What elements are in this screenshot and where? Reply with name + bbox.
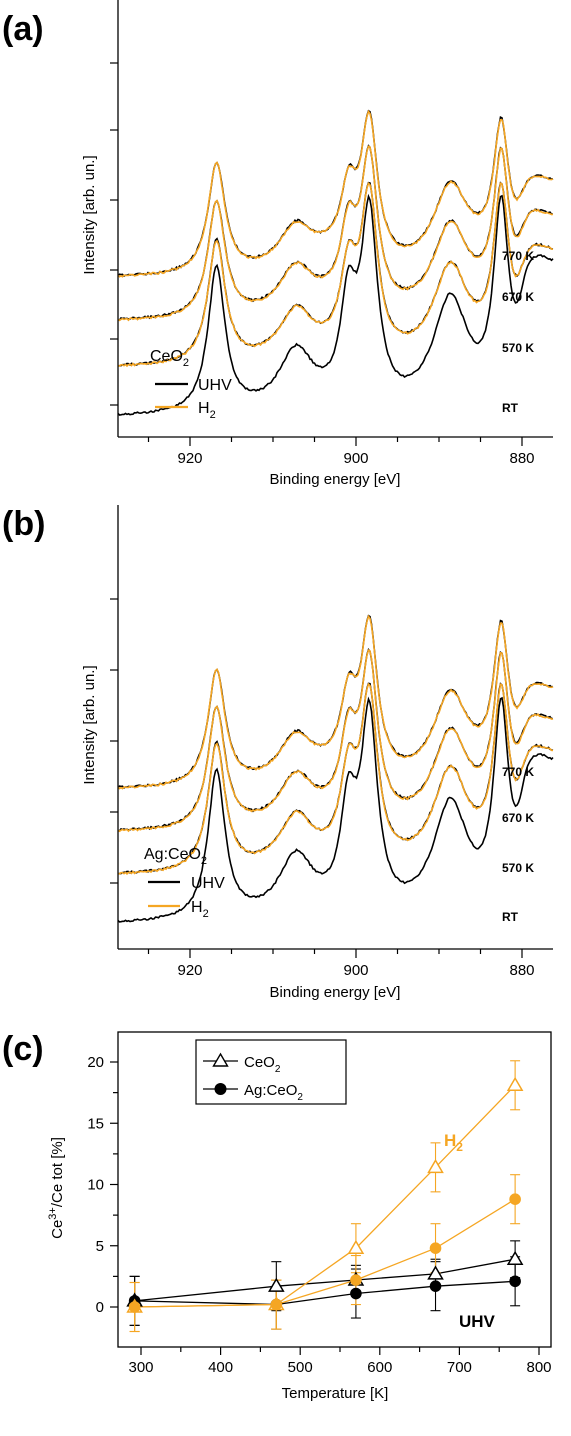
panel-a-temp-770: 770 K [502, 249, 534, 263]
panel-c-point-agceo2-uhv-570 [350, 1287, 362, 1300]
panel-b-label: (b) [2, 505, 45, 543]
panel-c-legend-ceo2-marker [212, 1052, 229, 1067]
panel-a-spectrum-770-uhv [117, 109, 554, 278]
panel-c-point-agceo2-h2-292 [128, 1301, 141, 1313]
panel-c-ytick-5: 5 [96, 1238, 104, 1255]
panel-c-line-ceo2-h2 [134, 1084, 516, 1308]
panel-c-ytick-0: 0 [96, 1299, 104, 1316]
panel-a-legend-uhv: UHV [198, 377, 232, 394]
panel-c-point-agceo2-h2-570 [350, 1274, 362, 1286]
panel-c-ytick-10: 10 [87, 1177, 104, 1194]
panel-b-y-ticks [110, 598, 118, 884]
panel-a-temp-670: 670 K [502, 290, 534, 304]
panel-b-spectrum-770-h2 [117, 614, 554, 790]
panel-b-temp-670: 670 K [502, 811, 534, 825]
panel-b-temp-770: 770 K [502, 765, 534, 779]
panel-b-spectra [117, 614, 554, 923]
panel-a-legend-h2: H2 [198, 400, 216, 421]
panel-a-y-ticks [110, 62, 118, 406]
panel-b-legend-title: Ag:CeO2 [144, 846, 207, 867]
panel-c-point-agceo2-uhv-770 [509, 1275, 521, 1288]
panel-b-temp-rt: RT [502, 910, 519, 924]
panel-a-spectrum-570-h2 [117, 181, 554, 368]
panel-a-spectrum-rt-uhv [117, 193, 554, 416]
panel-b-xtick-880: 880 [509, 962, 534, 979]
panel-c-point-agceo2-uhv-670 [429, 1280, 442, 1292]
panel-b-temp-570: 570 K [502, 861, 534, 875]
panel-c-xtick-700: 700 [447, 1359, 472, 1376]
panel-c-data [126, 1060, 524, 1333]
panel-c-point-agceo2-h2-470 [270, 1298, 283, 1311]
panel-c-ticks: 300 400 500 600 700 800 0 5 10 15 20 [87, 1054, 551, 1376]
panel-a-label: (a) [2, 10, 44, 48]
panel-a-spectrum-770-h2 [117, 109, 554, 278]
panel-a-xlabel: Binding energy [eV] [270, 471, 401, 488]
panel-a-spectrum-570-uhv [117, 181, 554, 367]
panel-c-ylabel: Ce3+/Ce tot [%] [47, 1137, 66, 1239]
panel-c-point-agceo2-h2-670 [429, 1242, 442, 1254]
panel-a-spectrum-670-uhv [117, 144, 553, 321]
panel-c-ytick-15: 15 [87, 1115, 104, 1132]
panel-c-line-ceo2-uhv [134, 1258, 516, 1302]
panel-b-x-ticks [147, 949, 523, 958]
panel-c-point-ceo2-uhv-670 [427, 1265, 444, 1280]
panel-a-ylabel: Intensity [arb. un.] [81, 155, 98, 274]
panel-b-xtick-920: 920 [177, 962, 202, 979]
panel-a: (a) 920 900 880 Binding energy [eV] Inte… [2, 0, 554, 488]
panel-b-legend: Ag:CeO2 UHV H2 [144, 846, 225, 920]
panel-c-xtick-500: 500 [288, 1359, 313, 1376]
panel-c-point-ceo2-h2-570 [347, 1239, 365, 1254]
panel-c-point-agceo2-h2-770 [509, 1193, 521, 1205]
panel-c-ytick-20: 20 [87, 1054, 104, 1071]
panel-c-line-agceo2-uhv [134, 1280, 516, 1306]
panel-a-temp-rt: RT [502, 401, 519, 415]
panel-b-spectrum-rt-uhv [117, 696, 554, 923]
panel-c-legend: CeO2 Ag:CeO2 [195, 1039, 347, 1105]
panel-c-point-ceo2-uhv-770 [506, 1250, 524, 1265]
panel-b-spectrum-670-h2 [117, 649, 554, 833]
panel-c-xtick-400: 400 [208, 1359, 233, 1376]
panel-a-xtick-920: 920 [177, 450, 202, 467]
panel-c-xtick-600: 600 [367, 1359, 392, 1376]
panel-b-legend-h2: H2 [191, 899, 209, 920]
panel-c: (c) 300 400 500 600 700 800 0 5 10 15 20 Temperatu… [2, 1030, 552, 1402]
panel-b-xlabel: Binding energy [eV] [270, 984, 401, 1001]
panel-c-annotation-uhv: UHV [459, 1312, 496, 1331]
panel-c-legend-agceo2: Ag:CeO2 [244, 1082, 303, 1103]
panel-c-line-agceo2-h2 [134, 1198, 516, 1308]
panel-a-xtick-880: 880 [509, 450, 534, 467]
panel-a-legend: CeO2 UHV H2 [150, 348, 232, 421]
panel-c-point-ceo2-h2-770 [506, 1076, 524, 1092]
panel-b-spectrum-770-uhv [117, 614, 554, 789]
panel-a-spectra [117, 109, 554, 416]
panel-c-point-ceo2-h2-670 [427, 1158, 444, 1174]
panel-c-label: (c) [2, 1030, 44, 1068]
panel-a-legend-title: CeO2 [150, 348, 189, 369]
panel-c-legend-ceo2: CeO2 [244, 1054, 281, 1075]
panel-b-legend-uhv: UHV [191, 875, 225, 892]
panel-c-xtick-800: 800 [526, 1359, 551, 1376]
panel-c-xlabel: Temperature [K] [282, 1385, 389, 1402]
panel-a-x-ticks [147, 437, 523, 446]
panel-c-point-ceo2-uhv-470 [268, 1277, 285, 1292]
panel-a-temp-570: 570 K [502, 341, 534, 355]
panel-c-xtick-300: 300 [128, 1359, 153, 1376]
panel-c-frame [117, 1031, 552, 1348]
panel-b-spectrum-570-h2 [117, 682, 554, 876]
panel-a-xtick-900: 900 [343, 450, 368, 467]
panel-b-spectrum-670-uhv [117, 648, 554, 832]
panel-b: (b) 920 900 880 Binding energy [eV] Inte… [2, 505, 554, 1001]
panel-b-xtick-900: 900 [343, 962, 368, 979]
panel-a-spectrum-670-h2 [117, 145, 554, 322]
panel-c-legend-agceo2-marker [214, 1083, 227, 1095]
panel-c-annotation-h2: H2 [444, 1131, 463, 1154]
panel-b-ylabel: Intensity [arb. un.] [81, 665, 98, 784]
